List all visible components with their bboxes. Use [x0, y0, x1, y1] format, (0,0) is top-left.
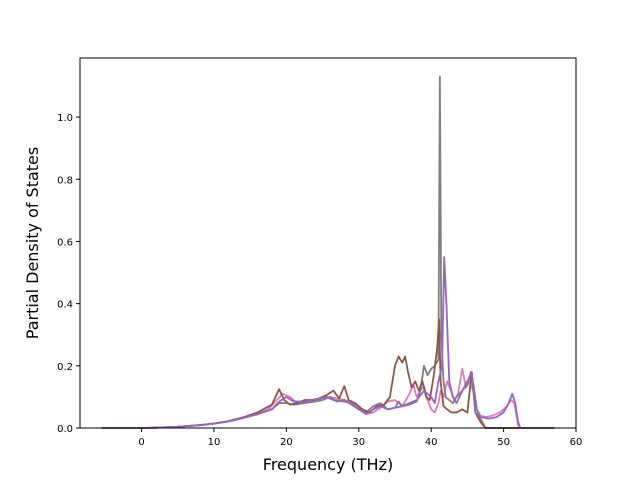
x-axis-label: Frequency (THz): [263, 455, 393, 474]
y-tick-label: 0.4: [57, 300, 73, 311]
plot-frame: [79, 57, 577, 429]
y-ticks: 0.0 0.2 0.4 0.6 0.8 1.0: [57, 113, 80, 435]
x-tick-label: 50: [497, 437, 510, 448]
x-tick-label: 60: [570, 437, 583, 448]
x-tick-label: 30: [352, 437, 365, 448]
series-line-4: [101, 256, 555, 429]
y-tick-label: 0.6: [57, 237, 73, 248]
y-tick-label: 0.0: [57, 424, 73, 435]
x-tick-label: 10: [208, 437, 221, 448]
x-tick-label: 20: [280, 437, 293, 448]
series-layer: [101, 75, 555, 429]
series-line-3: [101, 318, 555, 429]
y-axis-label: Partial Density of States: [23, 147, 42, 339]
x-tick-label: 0: [138, 437, 144, 448]
y-tick-label: 0.8: [57, 175, 73, 186]
x-tick-label: 40: [425, 437, 438, 448]
y-tick-label: 1.0: [57, 113, 73, 124]
y-tick-label: 0.2: [57, 362, 73, 373]
x-ticks: 0 10 20 30 40 50 60: [138, 428, 582, 448]
